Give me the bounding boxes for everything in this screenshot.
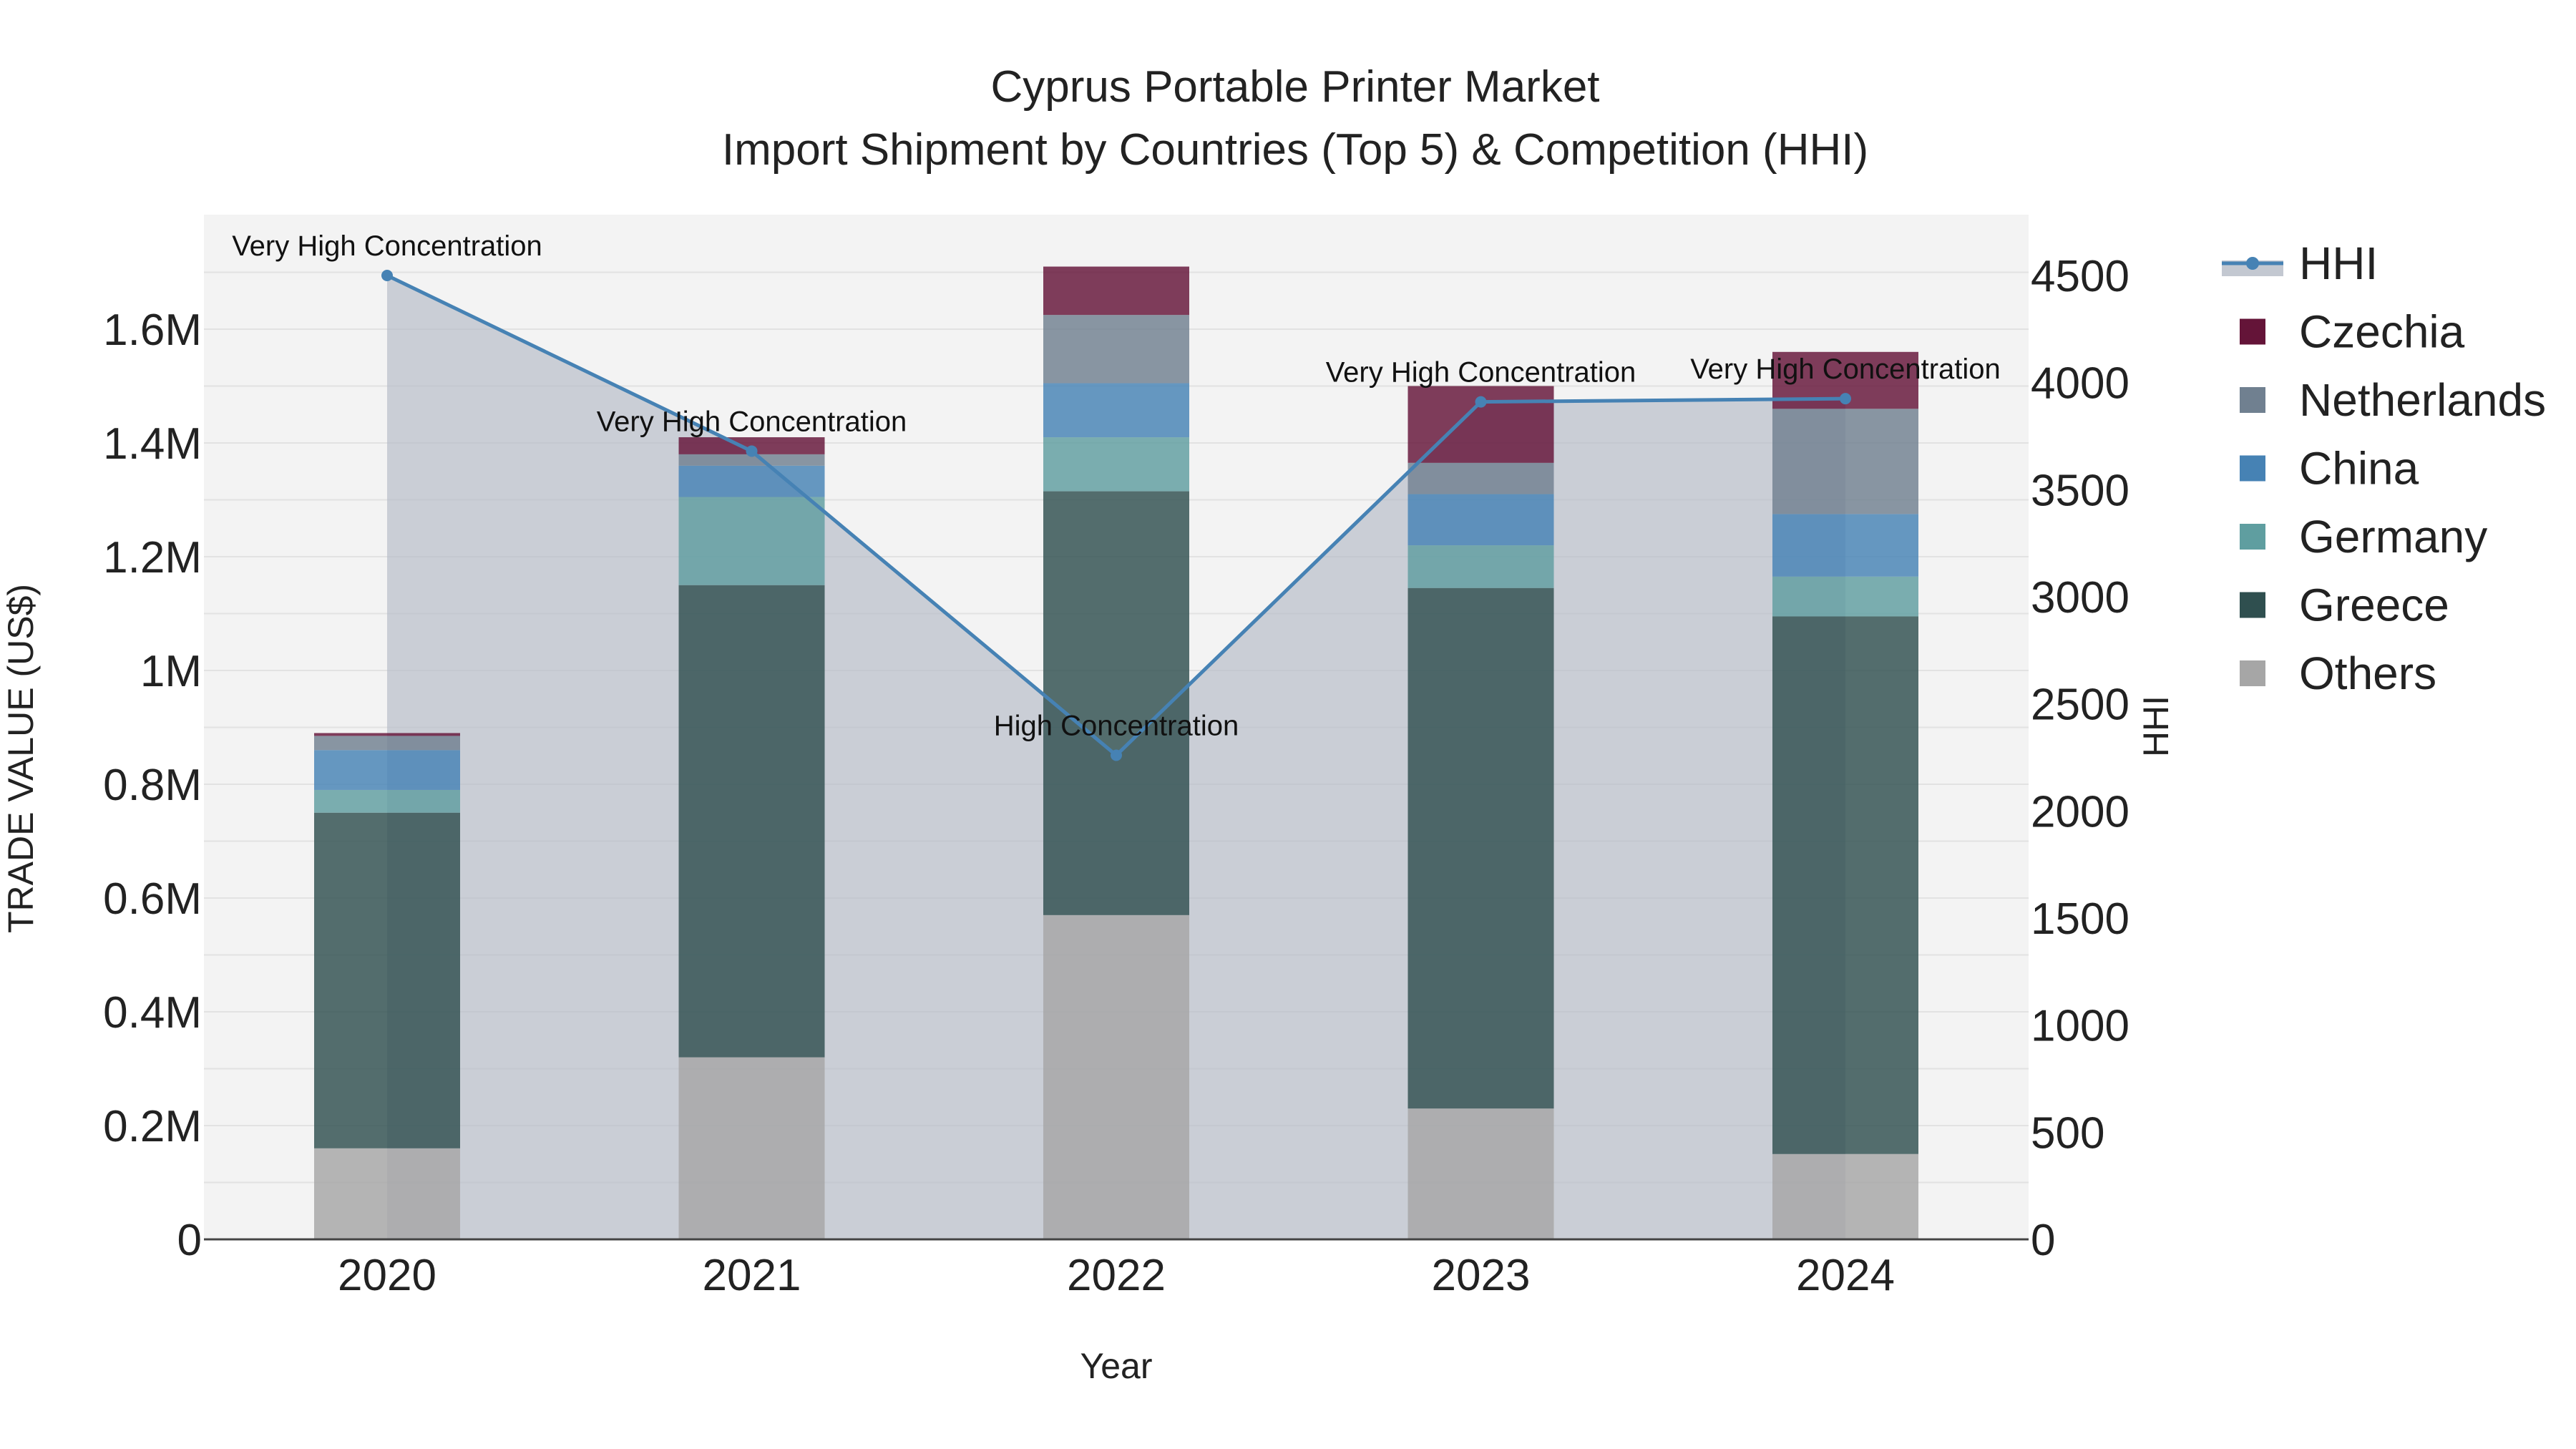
x-axis-ticks: 2020 2021 2022 2023 2024 [338,1251,1895,1300]
y-tick-label: 1.2M [103,533,202,582]
legend-label-netherlands: Netherlands [2299,374,2546,426]
bar-germany-2020 [314,789,460,813]
bar-china-2024 [1772,514,1918,577]
chart-subtitle: Import Shipment by Countries (Top 5) & C… [722,125,1868,175]
hhi-annotations: Very High Concentration Very High Concent… [232,230,2001,742]
bar-czechia-2022 [1043,266,1189,316]
y2-tick-label: 0 [2031,1216,2055,1265]
y2-tick-label: 2500 [2031,680,2129,730]
bars [314,266,1918,1239]
bar-others-2020 [314,1148,460,1239]
legend-label-china: China [2299,443,2419,494]
y-tick-label: 1.4M [103,419,202,469]
y-tick-label: 0 [177,1216,202,1265]
y2-tick-label: 4500 [2031,252,2129,301]
bar-greece-2021 [678,585,825,1058]
x-tick-label: 2024 [1796,1251,1895,1300]
hhi-label-2020: Very High Concentration [232,230,542,262]
bar-greece-2022 [1043,491,1189,915]
bar-czechia-2020 [314,733,460,736]
bar-greece-2024 [1772,616,1918,1154]
y2-axis-label: HHI [2136,696,2176,757]
y-axis-ticks: 0 0.2M 0.4M 0.6M 0.8M 1M 1.2M 1.4M 1.6M [103,306,202,1265]
bar-china-2020 [314,750,460,790]
legend-label-greece: Greece [2299,580,2449,631]
legend: HHI Czechia Netherlands China Germany Greece O… [2222,238,2546,699]
hhi-label-2024: Very High Concentration [1690,353,2001,385]
hhi-point-2021 [746,445,758,457]
y2-tick-label: 3500 [2031,466,2129,515]
legend-swatch-greece [2240,592,2265,618]
y-tick-label: 0.4M [103,988,202,1038]
bar-germany-2023 [1407,545,1554,588]
y-tick-label: 0.2M [103,1102,202,1151]
hhi-point-2020 [381,270,393,281]
y2-tick-label: 1000 [2031,1002,2129,1051]
y-tick-label: 0.6M [103,874,202,924]
legend-swatch-germany [2240,524,2265,550]
y2-tick-label: 500 [2031,1108,2104,1158]
y2-axis-ticks: 0 500 1000 1500 2000 2500 3000 3500 4000 4500 [2031,252,2129,1265]
bar-germany-2024 [1772,576,1918,617]
y-tick-label: 1M [140,647,202,696]
x-axis-label: Year [1080,1346,1152,1386]
legend-label-others: Others [2299,648,2436,699]
legend-swatch-czechia [2240,318,2265,345]
bar-germany-2021 [678,497,825,585]
bar-greece-2023 [1407,587,1554,1109]
bar-germany-2022 [1043,437,1189,492]
bar-others-2022 [1043,914,1189,1239]
hhi-point-2024 [1840,393,1851,405]
hhi-label-2021: Very High Concentration [597,406,907,437]
bar-netherlands-2023 [1407,462,1554,494]
y2-tick-label: 4000 [2031,359,2129,409]
y-axis-label: TRADE VALUE (US$) [1,584,41,933]
hhi-point-2023 [1475,396,1487,408]
legend-hhi-marker [2246,257,2259,270]
bar-china-2023 [1407,494,1554,546]
bar-others-2024 [1772,1153,1918,1239]
bar-netherlands-2022 [1043,315,1189,384]
hhi-line-layer [381,270,1851,761]
bar-others-2021 [678,1057,825,1239]
y-tick-label: 1.6M [103,306,202,355]
hhi-point-2022 [1111,749,1122,761]
hhi-label-2023: Very High Concentration [1326,357,1636,389]
x-tick-label: 2023 [1432,1251,1531,1300]
y2-tick-label: 2000 [2031,787,2129,836]
bar-greece-2020 [314,812,460,1148]
y2-tick-label: 1500 [2031,894,2129,944]
hhi-label-2022: High Concentration [994,711,1239,742]
chart-title: Cyprus Portable Printer Market [990,62,1599,112]
legend-swatch-netherlands [2240,387,2265,413]
legend-label-czechia: Czechia [2299,306,2465,358]
bar-others-2023 [1407,1108,1554,1239]
y2-tick-label: 3000 [2031,573,2129,623]
bar-netherlands-2020 [314,736,460,751]
x-tick-label: 2021 [703,1251,801,1300]
legend-label-hhi: HHI [2299,238,2378,289]
x-tick-label: 2022 [1067,1251,1166,1300]
y-tick-label: 0.8M [103,761,202,810]
bar-netherlands-2021 [678,454,825,466]
legend-label-germany: Germany [2299,511,2487,562]
legend-swatch-china [2240,455,2265,482]
bar-china-2022 [1043,383,1189,438]
bar-netherlands-2024 [1772,409,1918,514]
x-tick-label: 2020 [338,1251,436,1300]
legend-swatch-others [2240,660,2265,686]
